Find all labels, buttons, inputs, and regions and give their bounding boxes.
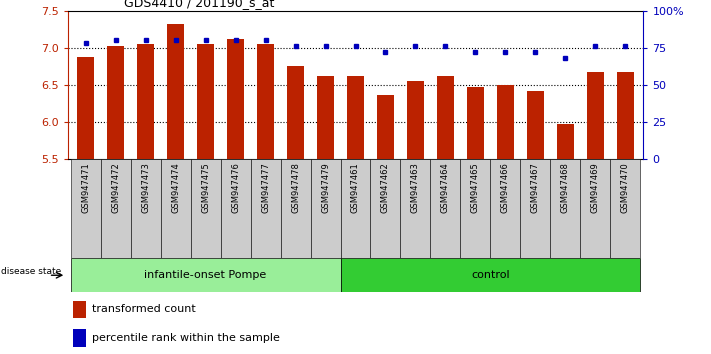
Bar [587, 72, 604, 159]
Bar [250, 159, 281, 258]
Text: infantile-onset Pompe: infantile-onset Pompe [144, 270, 267, 280]
Bar [131, 159, 161, 258]
Bar [77, 57, 94, 159]
Bar [461, 159, 491, 258]
Bar [100, 159, 131, 258]
Text: GSM947464: GSM947464 [441, 162, 450, 213]
Bar [430, 159, 461, 258]
Bar [557, 124, 574, 159]
Text: percentile rank within the sample: percentile rank within the sample [92, 333, 279, 343]
Bar [73, 301, 86, 318]
Bar [580, 159, 611, 258]
Text: transformed count: transformed count [92, 304, 196, 314]
Text: GSM947471: GSM947471 [81, 162, 90, 213]
Bar [611, 159, 641, 258]
Bar [341, 159, 370, 258]
Text: GSM947479: GSM947479 [321, 162, 330, 213]
Bar [341, 258, 641, 292]
Bar [107, 46, 124, 159]
Text: GSM947473: GSM947473 [141, 162, 150, 213]
Text: disease state: disease state [1, 267, 62, 276]
Bar [437, 76, 454, 159]
Bar [287, 67, 304, 159]
Bar [317, 76, 333, 159]
Bar [70, 258, 341, 292]
Bar [191, 159, 220, 258]
Bar [407, 81, 424, 159]
Text: GSM947465: GSM947465 [471, 162, 480, 213]
Text: control: control [471, 270, 510, 280]
Text: GSM947470: GSM947470 [621, 162, 630, 213]
Text: GSM947472: GSM947472 [111, 162, 120, 213]
Text: GSM947478: GSM947478 [291, 162, 300, 213]
Bar [220, 159, 250, 258]
Bar [400, 159, 430, 258]
Bar [281, 159, 311, 258]
Bar [467, 87, 483, 159]
Text: GSM947461: GSM947461 [351, 162, 360, 213]
Text: GSM947463: GSM947463 [411, 162, 420, 213]
Bar [378, 95, 394, 159]
Bar [167, 24, 183, 159]
Bar [311, 159, 341, 258]
Text: GSM947476: GSM947476 [231, 162, 240, 213]
Bar [197, 44, 214, 159]
Text: GSM947462: GSM947462 [381, 162, 390, 213]
Bar [550, 159, 580, 258]
Text: GSM947467: GSM947467 [531, 162, 540, 213]
Bar [528, 91, 544, 159]
Text: GSM947466: GSM947466 [501, 162, 510, 213]
Bar [70, 159, 100, 258]
Bar [520, 159, 550, 258]
Text: GSM947469: GSM947469 [591, 162, 600, 213]
Text: GSM947474: GSM947474 [171, 162, 180, 213]
Bar [491, 159, 520, 258]
Bar [370, 159, 400, 258]
Text: GDS4410 / 201190_s_at: GDS4410 / 201190_s_at [124, 0, 274, 9]
Bar [228, 39, 244, 159]
Bar [137, 44, 154, 159]
Bar [73, 329, 86, 347]
Bar [161, 159, 191, 258]
Bar [257, 44, 274, 159]
Bar [347, 76, 364, 159]
Bar [617, 72, 634, 159]
Text: GSM947475: GSM947475 [201, 162, 210, 213]
Text: GSM947477: GSM947477 [261, 162, 270, 213]
Text: GSM947468: GSM947468 [561, 162, 570, 213]
Bar [497, 85, 514, 159]
